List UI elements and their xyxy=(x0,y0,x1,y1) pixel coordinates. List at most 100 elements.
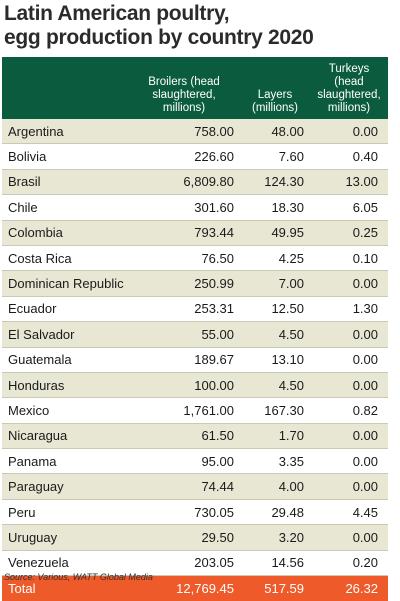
cell-layers: 4.25 xyxy=(240,245,310,272)
cell-country: Colombia xyxy=(2,220,128,246)
cell-country: Brasil xyxy=(2,169,128,196)
cell-broilers: 29.50 xyxy=(128,524,240,551)
table-row: Ecuador 253.31 12.50 1.30 xyxy=(2,296,388,323)
cell-country: Argentina xyxy=(2,119,128,145)
cell-country: Costa Rica xyxy=(2,245,128,272)
table-row: Honduras 100.00 4.50 0.00 xyxy=(2,372,388,399)
total-turkeys: 26.32 xyxy=(310,575,388,601)
cell-country: Dominican Republic xyxy=(2,270,128,297)
cell-broilers: 1,761.00 xyxy=(128,397,240,424)
cell-broilers: 253.31 xyxy=(128,296,240,323)
table-row: Mexico 1,761.00 167.30 0.82 xyxy=(2,397,388,424)
cell-layers: 49.95 xyxy=(240,220,310,246)
cell-layers: 1.70 xyxy=(240,423,310,450)
title-line-2: egg production by country 2020 xyxy=(4,26,314,49)
cell-turkeys: 0.00 xyxy=(310,270,388,297)
title-line-1: Latin American poultry, xyxy=(4,2,230,25)
cell-layers: 48.00 xyxy=(240,119,310,145)
cell-country: Chile xyxy=(2,194,128,221)
cell-turkeys: 0.00 xyxy=(310,524,388,551)
cell-broilers: 61.50 xyxy=(128,423,240,450)
cell-turkeys: 0.82 xyxy=(310,397,388,424)
header-layers: Layers (millions) xyxy=(240,57,310,119)
table-row: Argentina 758.00 48.00 0.00 xyxy=(2,119,388,145)
cell-layers: 14.56 xyxy=(240,550,310,577)
header-broilers: Broilers (head slaughtered, millions) xyxy=(128,57,240,119)
cell-layers: 7.60 xyxy=(240,143,310,170)
cell-country: Ecuador xyxy=(2,296,128,323)
cell-broilers: 100.00 xyxy=(128,372,240,399)
cell-country: Mexico xyxy=(2,397,128,424)
cell-broilers: 730.05 xyxy=(128,499,240,526)
table-row: Nicaragua 61.50 1.70 0.00 xyxy=(2,423,388,450)
cell-broilers: 758.00 xyxy=(128,119,240,145)
table-row: Brasil 6,809.80 124.30 13.00 xyxy=(2,169,388,196)
cell-layers: 4.50 xyxy=(240,372,310,399)
cell-broilers: 203.05 xyxy=(128,550,240,577)
table-row: Peru 730.05 29.48 4.45 xyxy=(2,499,388,526)
cell-turkeys: 0.00 xyxy=(310,448,388,475)
cell-layers: 12.50 xyxy=(240,296,310,323)
table-row: Costa Rica 76.50 4.25 0.10 xyxy=(2,245,388,272)
cell-layers: 167.30 xyxy=(240,397,310,424)
table-row: Colombia 793.44 49.95 0.25 xyxy=(2,220,388,246)
table-row: Bolivia 226.60 7.60 0.40 xyxy=(2,143,388,170)
table-header: Broilers (head slaughtered, millions) La… xyxy=(2,57,388,119)
cell-broilers: 55.00 xyxy=(128,321,240,348)
cell-turkeys: 0.20 xyxy=(310,550,388,577)
table-row: Guatemala 189.67 13.10 0.00 xyxy=(2,347,388,373)
table-row: El Salvador 55.00 4.50 0.00 xyxy=(2,321,388,348)
cell-layers: 4.50 xyxy=(240,321,310,348)
total-layers: 517.59 xyxy=(240,575,310,601)
cell-layers: 3.35 xyxy=(240,448,310,475)
cell-country: Peru xyxy=(2,499,128,526)
cell-turkeys: 0.00 xyxy=(310,423,388,450)
cell-turkeys: 0.25 xyxy=(310,220,388,246)
cell-turkeys: 0.40 xyxy=(310,143,388,170)
table-row: Panama 95.00 3.35 0.00 xyxy=(2,448,388,475)
header-turkeys: Turkeys (head slaughtered, millions) xyxy=(310,57,388,119)
cell-country: Paraguay xyxy=(2,473,128,500)
cell-turkeys: 0.00 xyxy=(310,347,388,373)
production-table: Broilers (head slaughtered, millions) La… xyxy=(2,57,388,601)
source-note: Source: Various, WATT Global Media xyxy=(4,572,153,582)
cell-layers: 4.00 xyxy=(240,473,310,500)
cell-turkeys: 0.00 xyxy=(310,119,388,145)
cell-turkeys: 0.00 xyxy=(310,473,388,500)
cell-turkeys: 0.00 xyxy=(310,321,388,348)
cell-broilers: 226.60 xyxy=(128,143,240,170)
page-title: Latin American poultry, egg production b… xyxy=(4,2,396,50)
cell-broilers: 6,809.80 xyxy=(128,169,240,196)
cell-country: Panama xyxy=(2,448,128,475)
cell-layers: 29.48 xyxy=(240,499,310,526)
cell-turkeys: 4.45 xyxy=(310,499,388,526)
cell-layers: 18.30 xyxy=(240,194,310,221)
table-row: Dominican Republic 250.99 7.00 0.00 xyxy=(2,270,388,297)
cell-turkeys: 0.00 xyxy=(310,372,388,399)
cell-broilers: 793.44 xyxy=(128,220,240,246)
table-row: Chile 301.60 18.30 6.05 xyxy=(2,194,388,221)
header-country xyxy=(2,57,128,119)
cell-country: Bolivia xyxy=(2,143,128,170)
cell-broilers: 250.99 xyxy=(128,270,240,297)
cell-turkeys: 0.10 xyxy=(310,245,388,272)
cell-broilers: 189.67 xyxy=(128,347,240,373)
table-row: Paraguay 74.44 4.00 0.00 xyxy=(2,473,388,500)
cell-layers: 7.00 xyxy=(240,270,310,297)
cell-broilers: 74.44 xyxy=(128,473,240,500)
cell-country: Venezuela xyxy=(2,550,128,577)
table-row: Uruguay 29.50 3.20 0.00 xyxy=(2,524,388,551)
cell-country: El Salvador xyxy=(2,321,128,348)
cell-layers: 13.10 xyxy=(240,347,310,373)
cell-broilers: 76.50 xyxy=(128,245,240,272)
table-body: Argentina 758.00 48.00 0.00 Bolivia 226.60 7.6… xyxy=(2,119,388,577)
cell-turkeys: 1.30 xyxy=(310,296,388,323)
table-row: Venezuela 203.05 14.56 0.20 xyxy=(2,550,388,577)
cell-country: Guatemala xyxy=(2,347,128,373)
cell-country: Nicaragua xyxy=(2,423,128,450)
cell-country: Honduras xyxy=(2,372,128,399)
cell-layers: 3.20 xyxy=(240,524,310,551)
cell-layers: 124.30 xyxy=(240,169,310,196)
cell-turkeys: 6.05 xyxy=(310,194,388,221)
